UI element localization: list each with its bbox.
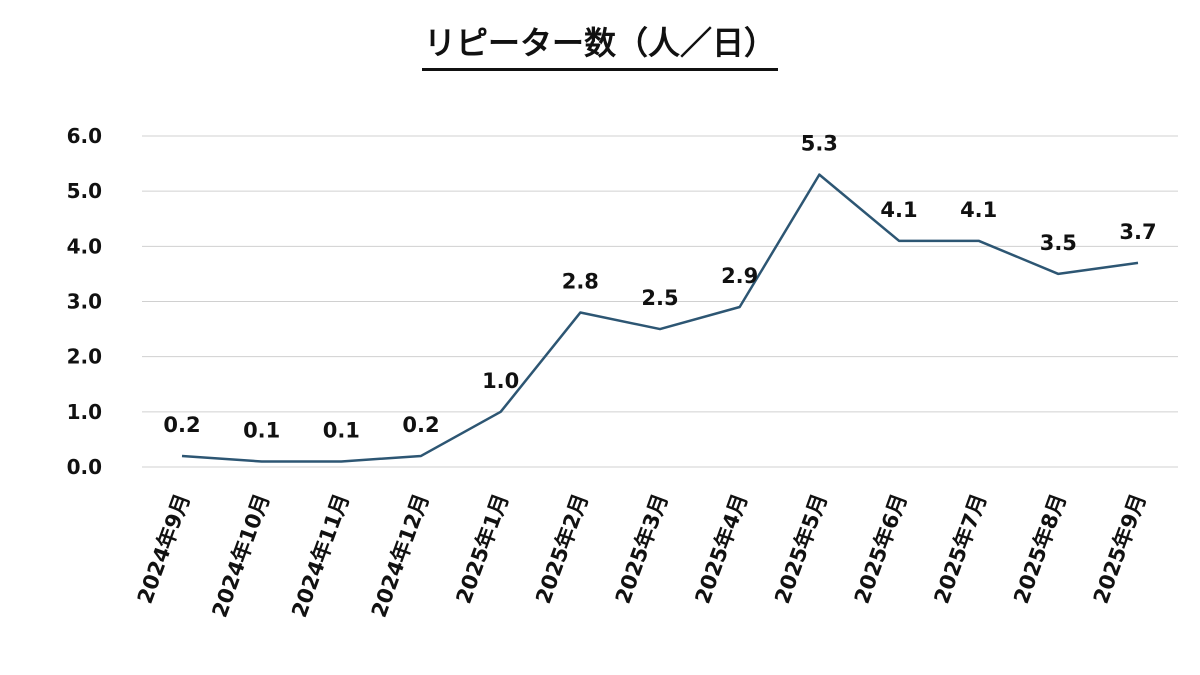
data-label: 3.5 [1040,231,1077,255]
data-label: 5.3 [801,132,838,156]
chart-title-text: リピーター数（人／日） [421,18,778,71]
data-label: 2.8 [562,270,599,294]
chart-title: リピーター数（人／日） [0,18,1200,71]
x-tick-label: 2025年4月 [690,491,752,607]
y-tick-label: 2.0 [67,345,102,369]
x-tick-label: 2025年9月 [1089,491,1151,607]
y-tick-label: 1.0 [67,400,102,424]
series-line-group [181,173,1139,463]
x-tick-label: 2024年11月 [287,491,354,621]
x-tick-label: 2025年2月 [531,491,593,607]
y-axis-ticks: 0.0 1.0 2.0 3.0 4.0 5.0 6.0 [67,124,102,479]
x-tick-label: 2025年7月 [929,491,991,607]
data-label: 0.2 [402,413,439,437]
x-tick-label: 2025年1月 [451,491,513,607]
x-tick-label: 2025年8月 [1009,491,1071,607]
data-label: 4.1 [960,198,997,222]
y-tick-label: 5.0 [67,179,102,203]
data-label: 2.5 [641,286,678,310]
x-tick-label: 2025年5月 [770,491,832,607]
data-label: 0.2 [163,413,200,437]
x-tick-label: 2025年3月 [611,491,673,607]
x-tick-label: 2024年9月 [133,491,195,607]
y-tick-label: 3.0 [67,290,102,314]
data-label: 3.7 [1119,220,1156,244]
data-labels: 0.2 0.1 0.1 0.2 1.0 2.8 2.5 2.9 5.3 4.1 4.1 3.5 3.7 [163,132,1156,443]
x-tick-label: 2024年12月 [367,491,434,621]
x-axis-ticks: 2024年9月 2024年10月 2024年11月 2024年12月 2025年1月 20… [133,491,1151,621]
data-label: 4.1 [880,198,917,222]
y-tick-label: 6.0 [67,124,102,148]
x-tick-label: 2025年6月 [850,491,912,607]
y-tick-label: 0.0 [67,455,102,479]
data-label: 0.1 [323,418,360,442]
data-label: 2.9 [721,264,758,288]
x-tick-label: 2024年10月 [207,491,274,621]
data-label: 1.0 [482,369,519,393]
data-label: 0.1 [243,418,280,442]
series-line [181,173,1139,463]
y-tick-label: 4.0 [67,234,102,258]
gridlines [142,135,1178,468]
